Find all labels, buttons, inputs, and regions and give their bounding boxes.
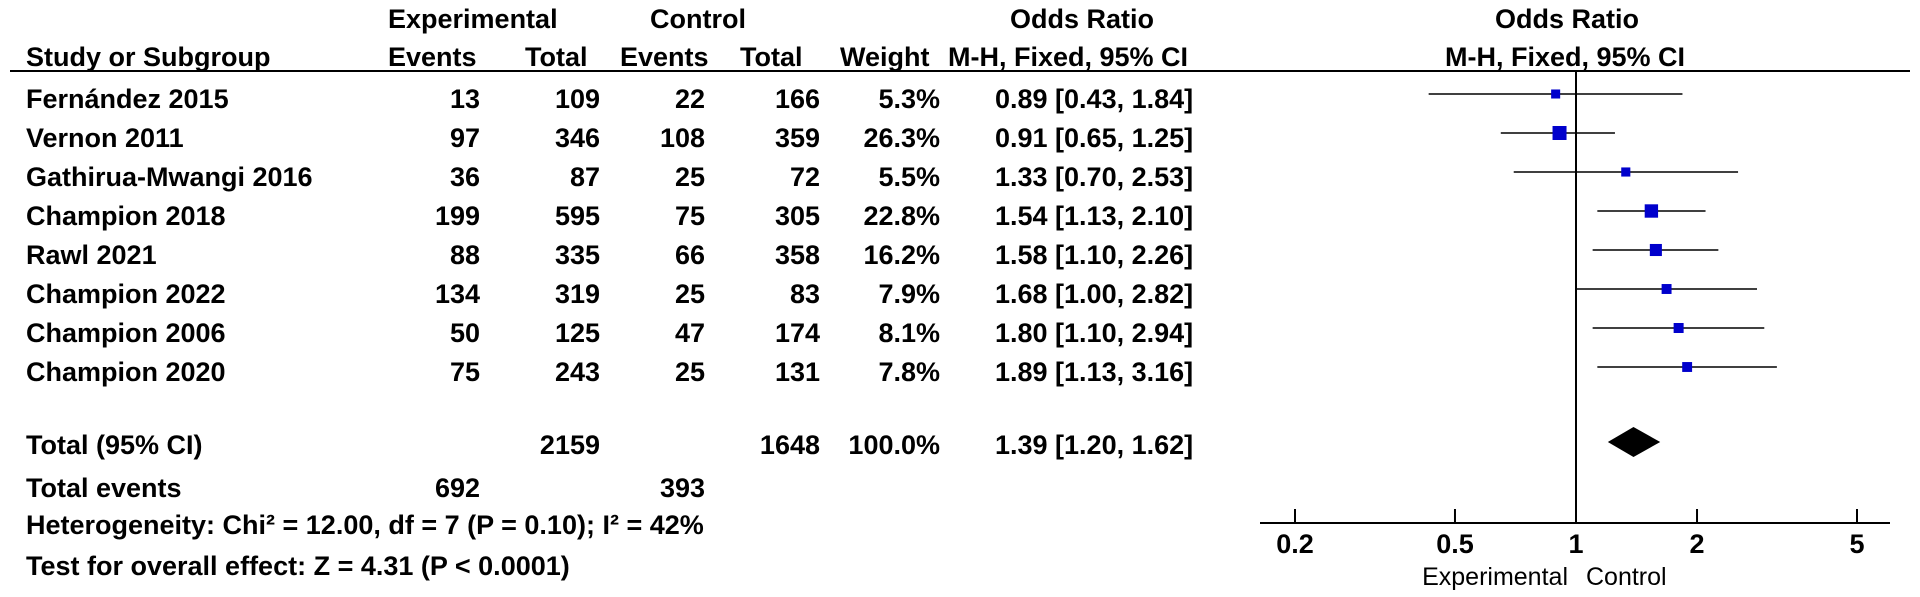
weight: 5.3% xyxy=(878,84,940,114)
ctl-total: 305 xyxy=(774,201,820,231)
heterogeneity-text: Heterogeneity: Chi² = 12.00, df = 7 (P =… xyxy=(26,510,704,540)
weight: 7.8% xyxy=(878,357,940,387)
control-group-header: Control xyxy=(650,4,746,34)
ctl-events: 108 xyxy=(659,123,705,153)
x-tick-label: 0.2 xyxy=(1276,529,1314,559)
total-ci-text: 1.39 [1.20, 1.62] xyxy=(995,430,1194,460)
ctl-total: 83 xyxy=(789,279,820,309)
total-events-exp: 692 xyxy=(434,473,480,503)
point-marker xyxy=(1552,126,1567,140)
exp-total: 335 xyxy=(554,240,600,270)
exp-total: 595 xyxy=(554,201,600,231)
odds-ratio-header-right: Odds Ratio xyxy=(1495,4,1640,34)
exp-events: 50 xyxy=(449,318,480,348)
weight-column-header: Weight xyxy=(840,42,930,72)
study-column-header: Study or Subgroup xyxy=(26,42,271,72)
ctl-total: 131 xyxy=(774,357,820,387)
study-name: Champion 2022 xyxy=(26,279,226,309)
ci-text: 1.80 [1.10, 2.94] xyxy=(995,318,1194,348)
ctl-events: 25 xyxy=(674,162,705,192)
x-tick-label: 2 xyxy=(1690,529,1705,559)
ctl-total: 174 xyxy=(774,318,820,348)
point-marker xyxy=(1661,284,1672,294)
ci-text: 0.91 [0.65, 1.25] xyxy=(995,123,1194,153)
ctl-events: 25 xyxy=(674,357,705,387)
exp-total: 319 xyxy=(554,279,600,309)
ci-text: 1.33 [0.70, 2.53] xyxy=(995,162,1194,192)
ctl-events: 66 xyxy=(674,240,705,270)
ctl-total-column-header: Total xyxy=(740,42,803,72)
weight: 7.9% xyxy=(878,279,940,309)
x-tick-label: 1 xyxy=(1568,529,1583,559)
exp-total: 243 xyxy=(554,357,600,387)
study-name: Rawl 2021 xyxy=(26,240,157,270)
total-events-label: Total events xyxy=(26,473,182,503)
method-header-left: M-H, Fixed, 95% CI xyxy=(948,42,1189,72)
total-exp-total: 2159 xyxy=(539,430,600,460)
total-weight: 100.0% xyxy=(848,430,940,460)
exp-events: 36 xyxy=(449,162,480,192)
ctl-events: 22 xyxy=(674,84,705,114)
ctl-total: 359 xyxy=(774,123,820,153)
ci-text: 1.68 [1.00, 2.82] xyxy=(995,279,1194,309)
exp-total: 109 xyxy=(554,84,600,114)
ci-text: 1.58 [1.10, 2.26] xyxy=(995,240,1194,270)
exp-total: 125 xyxy=(554,318,600,348)
exp-total-column-header: Total xyxy=(525,42,588,72)
weight: 16.2% xyxy=(863,240,940,270)
study-name: Champion 2006 xyxy=(26,318,226,348)
ctl-total: 166 xyxy=(774,84,820,114)
ctl-events: 25 xyxy=(674,279,705,309)
exp-events: 199 xyxy=(434,201,480,231)
weight: 26.3% xyxy=(863,123,940,153)
point-marker xyxy=(1682,362,1693,372)
study-name: Vernon 2011 xyxy=(26,123,184,153)
ctl-events: 75 xyxy=(674,201,705,231)
header-rule xyxy=(10,70,1910,72)
exp-total: 87 xyxy=(569,162,600,192)
x-tick-label: 5 xyxy=(1849,529,1864,559)
total-events-ctl: 393 xyxy=(659,473,705,503)
exp-total: 346 xyxy=(554,123,600,153)
experimental-group-header: Experimental xyxy=(388,4,558,34)
study-name: Fernández 2015 xyxy=(26,84,229,114)
point-marker xyxy=(1551,89,1561,99)
exp-events: 134 xyxy=(434,279,480,309)
overall-effect-text: Test for overall effect: Z = 4.31 (P < 0… xyxy=(26,551,570,581)
favours-experimental-label: Experimental xyxy=(1422,563,1568,591)
exp-events: 97 xyxy=(449,123,480,153)
x-tick-label: 0.5 xyxy=(1436,529,1474,559)
exp-events: 88 xyxy=(449,240,480,270)
ci-text: 0.89 [0.43, 1.84] xyxy=(995,84,1194,114)
total-ctl-total: 1648 xyxy=(759,430,820,460)
exp-events: 13 xyxy=(449,84,480,114)
point-marker xyxy=(1644,204,1659,218)
point-marker xyxy=(1649,243,1662,257)
ctl-events: 47 xyxy=(674,318,705,348)
point-marker xyxy=(1673,323,1684,333)
ctl-events-column-header: Events xyxy=(620,42,709,72)
point-marker xyxy=(1621,167,1631,177)
ci-text: 1.54 [1.13, 2.10] xyxy=(995,201,1194,231)
study-name: Champion 2020 xyxy=(26,357,226,387)
ctl-total: 72 xyxy=(789,162,820,192)
odds-ratio-header-left: Odds Ratio xyxy=(1010,4,1155,34)
study-name: Champion 2018 xyxy=(26,201,226,231)
weight: 8.1% xyxy=(878,318,940,348)
ctl-total: 358 xyxy=(774,240,820,270)
method-header-right: M-H, Fixed, 95% CI xyxy=(1445,42,1686,72)
total-label: Total (95% CI) xyxy=(26,430,203,460)
exp-events-column-header: Events xyxy=(388,42,477,72)
weight: 5.5% xyxy=(878,162,940,192)
weight: 22.8% xyxy=(863,201,940,231)
exp-events: 75 xyxy=(449,357,480,387)
study-name: Gathirua-Mwangi 2016 xyxy=(26,162,313,192)
pooled-diamond xyxy=(1607,427,1661,457)
favours-control-label: Control xyxy=(1586,563,1667,591)
ci-text: 1.89 [1.13, 3.16] xyxy=(995,357,1194,387)
